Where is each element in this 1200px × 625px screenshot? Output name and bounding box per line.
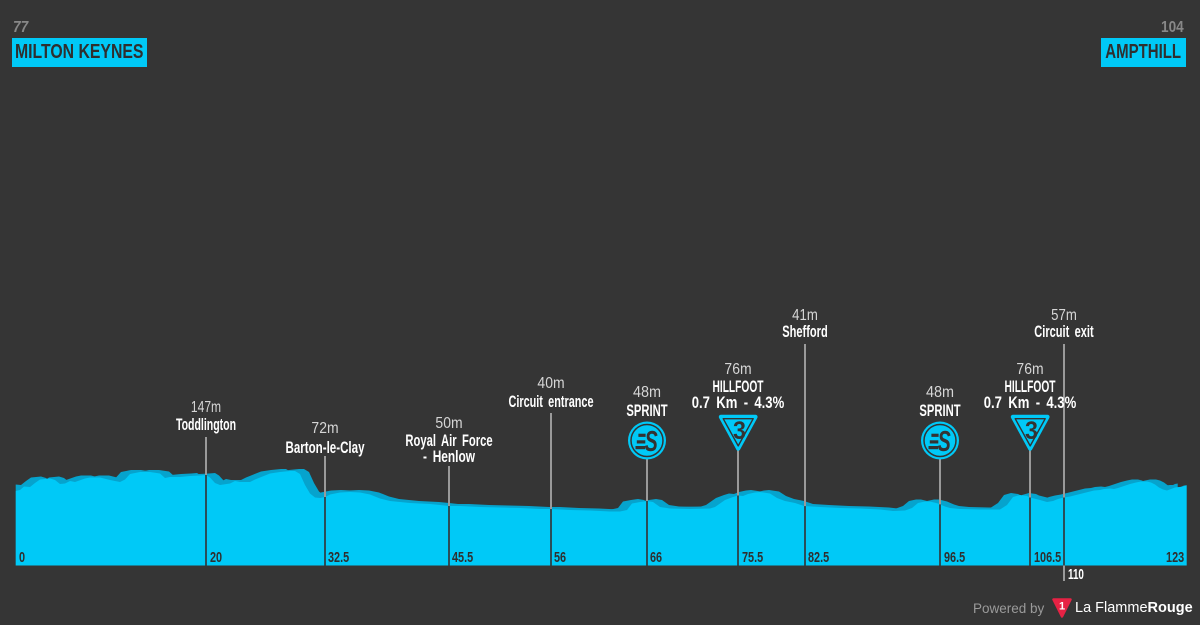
svg-text:S: S <box>645 426 659 458</box>
svg-text:S: S <box>938 426 952 458</box>
svg-text:1: 1 <box>1059 601 1065 613</box>
svg-text:3: 3 <box>1025 417 1038 445</box>
svg-text:3: 3 <box>733 417 746 445</box>
